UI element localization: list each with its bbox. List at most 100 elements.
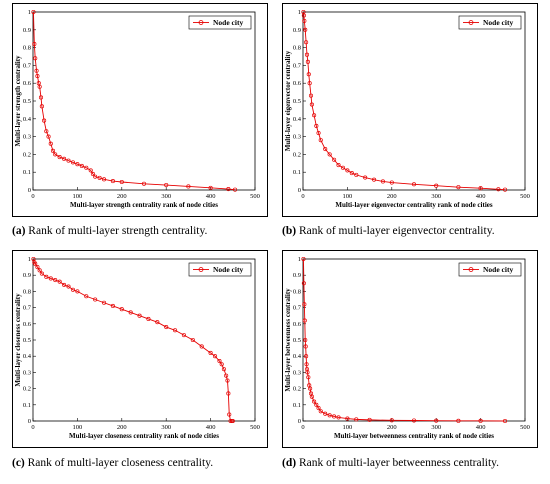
chart-3-series-line bbox=[302, 258, 506, 422]
chart-1-data-point bbox=[304, 40, 309, 45]
chart-0-data-point bbox=[32, 41, 37, 47]
chart-0-data-point bbox=[53, 152, 58, 157]
chart-2-data-point bbox=[35, 265, 40, 270]
chart-2-data-point bbox=[230, 418, 235, 424]
chart-0-legend-box bbox=[188, 15, 252, 30]
chart-3-data-point bbox=[305, 370, 310, 375]
chart-1-x-tick-label: 200 bbox=[387, 193, 397, 200]
chart-3-x-tick-label: 400 bbox=[476, 424, 486, 431]
chart-0-data-point bbox=[31, 9, 36, 15]
chart-2-legend-marker bbox=[198, 267, 204, 272]
chart-1-data-point bbox=[411, 182, 417, 187]
chart-1-data-point bbox=[323, 147, 328, 152]
chart-0-x-tick-label: 0 bbox=[31, 193, 34, 200]
chart-0-data-point bbox=[119, 179, 124, 185]
chart-0-y-tick-label: 0.6 bbox=[23, 80, 32, 87]
chart-2-y-tick-label: 0.7 bbox=[23, 305, 32, 312]
chart-2-data-point bbox=[224, 373, 229, 378]
chart-1-data-point bbox=[456, 185, 461, 190]
chart-3-y-tick-label: 0 bbox=[298, 418, 301, 425]
chart-0-data-point bbox=[50, 148, 56, 153]
chart-1-data-point bbox=[303, 27, 308, 32]
chart-2-x-tick-label: 300 bbox=[161, 424, 171, 431]
chart-3-legend-label: Node city bbox=[483, 265, 513, 274]
chart-0-y-tick-label: 0.1 bbox=[23, 169, 31, 176]
chart-1-y-tick-label: 0.3 bbox=[293, 134, 301, 141]
chart-2-data-point bbox=[155, 320, 160, 325]
chart-2-data-point bbox=[33, 261, 38, 266]
caption-a-text: Rank of multi-layer strength centrality. bbox=[25, 225, 208, 237]
chart-2-data-point bbox=[199, 344, 204, 349]
chart-2-data-point bbox=[53, 278, 58, 283]
chart-2-y-tick-label: 0.3 bbox=[23, 369, 31, 376]
chart-1-data-point bbox=[308, 93, 314, 98]
chart-2-y-axis-label: Multi-layer closeness centrality bbox=[14, 293, 22, 387]
chart-2-data-point bbox=[119, 307, 124, 312]
chart-0-x-axis-label: Multi-layer strength centrality rank of … bbox=[70, 201, 218, 209]
chart-3-data-point bbox=[336, 415, 341, 420]
chart-0-data-point bbox=[97, 175, 102, 180]
chart-3-plot-area bbox=[302, 258, 526, 422]
chart-1-data-point bbox=[496, 187, 501, 192]
chart-1-data-point bbox=[306, 72, 311, 77]
chart-0-data-point bbox=[36, 81, 41, 86]
chart-b: 0 100 200 300 400 500 0 0.1 0.2 0.3 0.4 0.5 0.6 0.7 0.… bbox=[284, 9, 530, 209]
chart-0-data-point bbox=[44, 129, 49, 134]
chart-2-x-tick-label: 200 bbox=[117, 424, 127, 431]
chart-3-data-point bbox=[314, 402, 319, 407]
chart-2-x-tick-label: 0 bbox=[31, 424, 34, 431]
caption-b-text: Rank of multi-layer eigenvector centrali… bbox=[296, 225, 495, 237]
chart-2-x-axis-label: Multi-layer closeness centrality rank of… bbox=[69, 432, 219, 440]
chart-1-y-tick-label: 0.1 bbox=[293, 169, 301, 176]
chart-3-x-tick-label: 500 bbox=[520, 424, 530, 431]
chart-1-series-line bbox=[302, 11, 506, 191]
chart-0-data-point bbox=[208, 185, 213, 190]
chart-1-data-point bbox=[371, 177, 377, 182]
chart-1-x-tick-label: 100 bbox=[343, 193, 353, 200]
chart-3-data-point bbox=[306, 375, 311, 380]
chart-1-y-tick-label: 0.4 bbox=[293, 116, 302, 123]
chart-3-data-point bbox=[318, 409, 323, 414]
chart-0-x-tick-label: 500 bbox=[250, 193, 260, 200]
chart-0-data-point bbox=[48, 141, 53, 146]
chart-2-data-point bbox=[66, 284, 71, 289]
chart-1-data-point bbox=[305, 59, 310, 64]
chart-2-data-point bbox=[57, 279, 62, 284]
chart-0-data-point bbox=[39, 104, 44, 109]
chart-1-plot-area bbox=[302, 11, 526, 191]
chart-1-y-tick-label: 1 bbox=[298, 9, 301, 16]
chart-3-data-point bbox=[434, 418, 439, 423]
chart-0-data-point bbox=[35, 74, 40, 79]
chart-0-data-point bbox=[42, 118, 47, 123]
chart-2-legend-label: Node city bbox=[213, 265, 243, 274]
chart-frame-c: 0 100 200 300 400 500 0 0.1 0.2 0.3 0.4 0.5 0.6 0.7 0.… bbox=[12, 250, 268, 448]
chart-0-data-point bbox=[226, 187, 231, 192]
chart-0-data-point bbox=[186, 184, 191, 189]
chart-2-data-point bbox=[190, 337, 195, 343]
chart-0-data-point bbox=[34, 68, 39, 73]
chart-2-legend-box bbox=[188, 262, 252, 277]
chart-1-data-point bbox=[502, 187, 508, 192]
chart-0-series-line bbox=[32, 11, 236, 191]
chart-0-data-point bbox=[79, 163, 84, 169]
chart-1-legend-box bbox=[458, 15, 522, 30]
caption-d: (d) Rank of multi-layer betweenness cent… bbox=[282, 457, 499, 469]
chart-2-x-tick-label: 400 bbox=[206, 424, 216, 431]
chart-0-y-tick-label: 0.8 bbox=[23, 45, 31, 52]
chart-2-data-point bbox=[93, 297, 98, 302]
chart-2-data-point bbox=[146, 316, 151, 321]
chart-3-data-point bbox=[303, 337, 308, 343]
chart-3-y-tick-label: 0.8 bbox=[293, 288, 301, 295]
chart-2-data-point bbox=[84, 294, 89, 299]
chart-1-data-point bbox=[434, 183, 439, 188]
chart-3-data-point bbox=[312, 399, 317, 404]
chart-0-x-tick-label: 100 bbox=[73, 193, 83, 200]
chart-1-data-point bbox=[478, 186, 483, 191]
chart-0-data-point bbox=[93, 174, 98, 179]
chart-3-x-tick-label: 300 bbox=[431, 424, 441, 431]
chart-0-data-point bbox=[57, 155, 62, 160]
chart-0-data-point bbox=[70, 160, 76, 165]
chart-3-legend-box bbox=[458, 262, 522, 277]
chart-3-legend-marker bbox=[468, 267, 474, 272]
chart-2-data-point bbox=[219, 362, 224, 367]
